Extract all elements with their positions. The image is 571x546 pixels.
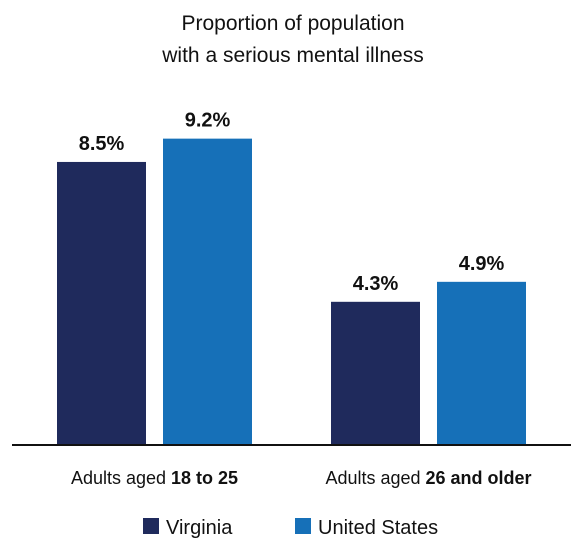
category-labels-group: Adults aged 18 to 25 Adults aged 26 and o… <box>71 468 532 488</box>
bar-1-0 <box>331 301 420 445</box>
category-label-0: Adults aged 18 to 25 <box>71 468 238 488</box>
category-label-1: Adults aged 26 and older <box>325 468 531 488</box>
legend-label-0: Virginia <box>166 517 233 539</box>
bar-value-label-1-1: 4.9% <box>459 253 505 275</box>
bar-labels-group: 8.5% 9.2% 4.3% 4.9% <box>79 110 505 295</box>
legend-swatch-1 <box>295 518 311 534</box>
bar-value-label-1-0: 4.3% <box>353 273 399 295</box>
bar-1-1 <box>437 281 526 445</box>
chart-title-line-2: with a serious mental illness <box>161 44 423 67</box>
bar-value-label-0-1: 9.2% <box>185 110 231 132</box>
bar-0-0 <box>57 161 146 445</box>
legend: Virginia United States <box>143 517 438 539</box>
chart-title: Proportion of population with a serious … <box>161 12 423 67</box>
bars-group <box>57 138 526 445</box>
legend-label-1: United States <box>318 517 438 539</box>
bar-0-1 <box>163 138 252 445</box>
bar-value-label-0-0: 8.5% <box>79 133 125 155</box>
legend-swatch-0 <box>143 518 159 534</box>
chart-title-line-1: Proportion of population <box>182 12 405 35</box>
